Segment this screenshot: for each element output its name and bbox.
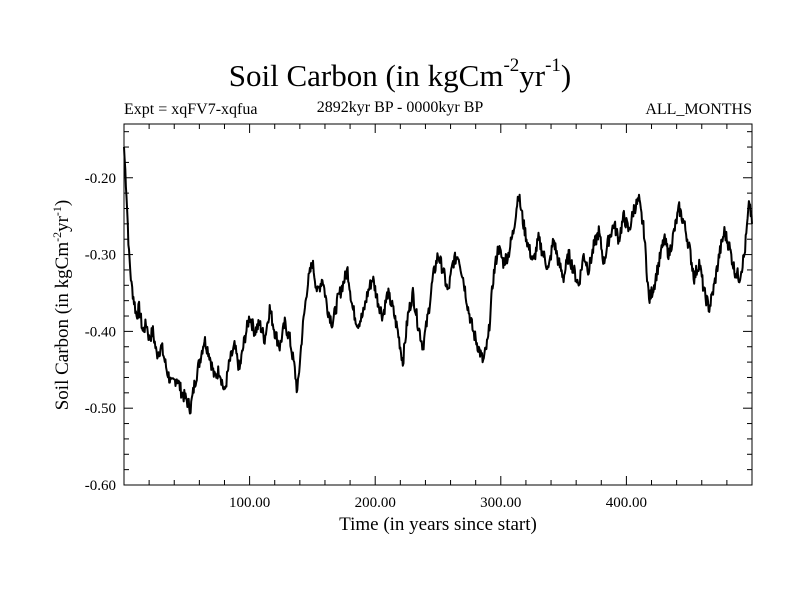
y-axis-label: Soil Carbon (in kgCm-2yr-1) <box>50 200 73 411</box>
period-label: 2892kyr BP - 0000kyr BP <box>316 99 484 116</box>
x-tick-label: 200.00 <box>355 495 396 511</box>
tick-labels: 100.00 200.00 300.00 400.00 -0.60 -0.50 -0.40 -… <box>85 171 647 511</box>
plot-frame <box>123 123 753 486</box>
x-tick-label: 400.00 <box>606 495 647 511</box>
title-exponent-1: -2 <box>503 54 520 76</box>
y-tick-label: -0.20 <box>85 171 116 187</box>
series-line-soil-carbon <box>123 146 753 415</box>
y-tick-label: -0.50 <box>85 401 116 417</box>
title-exponent-2: -1 <box>545 54 561 76</box>
x-tick-label: 300.00 <box>480 495 521 511</box>
axis-ticks <box>124 124 752 486</box>
months-label: ALL_MONTHS <box>645 101 752 118</box>
experiment-label: Expt = xqFV7-xqfua <box>124 101 258 118</box>
x-tick-label: 100.00 <box>229 495 270 511</box>
y-tick-label: -0.30 <box>85 248 116 264</box>
y-tick-label: -0.40 <box>85 324 116 340</box>
x-axis-label: Time (in years since start) <box>339 514 537 535</box>
chart-title: Soil Carbon (in kgCm-2yr-1) <box>228 54 572 93</box>
y-tick-label: -0.60 <box>85 478 116 494</box>
